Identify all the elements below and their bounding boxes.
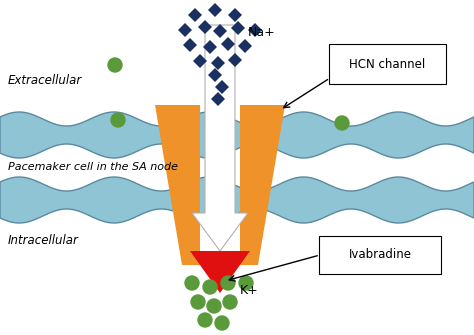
FancyBboxPatch shape	[319, 236, 441, 274]
Polygon shape	[228, 53, 242, 67]
Polygon shape	[240, 105, 285, 265]
Text: Na+: Na+	[248, 25, 276, 39]
Polygon shape	[183, 38, 197, 52]
Polygon shape	[203, 40, 217, 54]
Text: Extracellular: Extracellular	[8, 73, 82, 86]
Circle shape	[198, 313, 212, 327]
Circle shape	[185, 276, 199, 290]
Polygon shape	[178, 23, 192, 37]
Circle shape	[223, 295, 237, 309]
Text: Intracellular: Intracellular	[8, 233, 79, 247]
Polygon shape	[188, 8, 202, 22]
Circle shape	[108, 58, 122, 72]
Polygon shape	[211, 92, 225, 106]
Polygon shape	[221, 37, 235, 51]
Circle shape	[221, 276, 235, 290]
Circle shape	[335, 116, 349, 130]
Polygon shape	[155, 105, 200, 265]
Text: Pacemaker cell in the SA node: Pacemaker cell in the SA node	[8, 162, 178, 172]
Circle shape	[207, 299, 221, 313]
Text: Ivabradine: Ivabradine	[348, 249, 411, 262]
Circle shape	[191, 295, 205, 309]
Polygon shape	[211, 56, 225, 70]
FancyBboxPatch shape	[329, 44, 446, 84]
Polygon shape	[193, 54, 207, 68]
Circle shape	[239, 276, 253, 290]
Polygon shape	[198, 20, 212, 34]
Polygon shape	[190, 251, 250, 293]
Polygon shape	[182, 253, 258, 265]
Polygon shape	[208, 68, 222, 82]
Polygon shape	[213, 24, 227, 38]
Polygon shape	[192, 25, 248, 251]
Polygon shape	[0, 112, 474, 158]
Polygon shape	[248, 23, 262, 37]
Polygon shape	[0, 177, 474, 223]
Polygon shape	[208, 3, 222, 17]
Polygon shape	[231, 21, 245, 35]
Text: K+: K+	[240, 283, 259, 296]
Circle shape	[215, 316, 229, 330]
Polygon shape	[228, 8, 242, 22]
Circle shape	[333, 60, 347, 74]
Text: HCN channel: HCN channel	[349, 58, 426, 70]
Circle shape	[111, 113, 125, 127]
Polygon shape	[238, 39, 252, 53]
Polygon shape	[215, 80, 229, 94]
Circle shape	[203, 280, 217, 294]
